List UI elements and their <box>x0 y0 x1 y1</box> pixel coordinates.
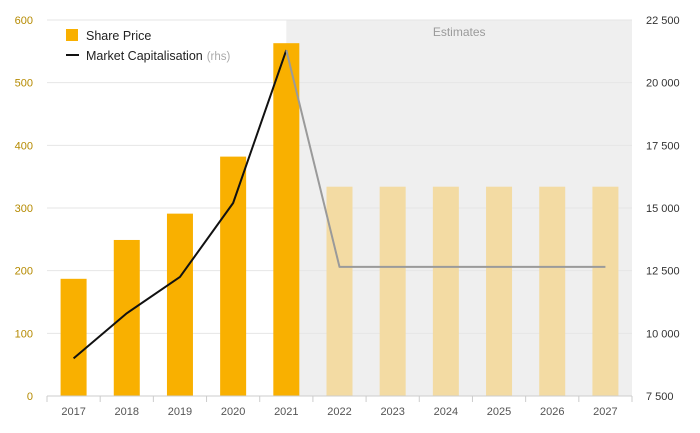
legend-market-cap-suffix: (rhs) <box>207 51 231 63</box>
y-axis-right: 7 500 10 000 12 500 15 000 17 500 20 000 22 50… <box>646 15 680 403</box>
bar-share-price-2018 <box>113 239 140 396</box>
x-tick-label-2019: 2019 <box>168 406 192 418</box>
y-right-tick-label: 15 000 <box>646 203 680 215</box>
estimates-label: Estimates <box>433 25 486 39</box>
x-tick-label-2020: 2020 <box>221 406 245 418</box>
x-tick-label-2023: 2023 <box>380 406 404 418</box>
legend-label-market-cap: Market Capitalisation (rhs) <box>86 49 231 63</box>
bar-share-price-2024 <box>432 186 459 396</box>
y-right-tick-label: 12 500 <box>646 266 680 278</box>
x-tick-label-2024: 2024 <box>434 406 458 418</box>
bar-share-price-2025 <box>486 186 513 396</box>
line-market-cap-estimate <box>285 49 606 268</box>
legend: Share Price Market Capitalisation (rhs) <box>66 29 231 63</box>
line-market-cap-actual <box>72 49 288 360</box>
bar-share-price-2019 <box>166 213 193 396</box>
y-right-tick-label: 10 000 <box>646 328 680 340</box>
y-left-tick-label: 0 <box>27 391 33 403</box>
x-axis: 2017 2018 2019 2020 2021 2022 2023 2024 2025 2026… <box>46 395 633 418</box>
bar-share-price-2020 <box>220 156 247 396</box>
legend-market-cap-name: Market Capitalisation <box>86 49 203 63</box>
y-left-tick-label: 400 <box>15 140 33 152</box>
bar-share-price-2021 <box>273 43 300 396</box>
x-tick-label-2027: 2027 <box>593 406 617 418</box>
y-left-tick-label: 600 <box>15 15 33 27</box>
x-tick-label-2026: 2026 <box>540 406 564 418</box>
x-tick-label-2017: 2017 <box>61 406 85 418</box>
legend-label-share-price: Share Price <box>86 29 151 43</box>
bar-share-price-2026 <box>539 186 566 396</box>
y-left-tick-label: 200 <box>15 266 33 278</box>
bar-share-price-2027 <box>592 186 619 396</box>
y-left-tick-label: 100 <box>15 328 33 340</box>
x-tick-label-2025: 2025 <box>487 406 511 418</box>
y-left-tick-label: 500 <box>15 78 33 90</box>
market-cap-line <box>72 49 606 360</box>
bar-share-price-2022 <box>326 186 353 396</box>
x-tick-label-2022: 2022 <box>327 406 351 418</box>
bar-share-price-2023 <box>379 186 406 396</box>
x-tick-label-2021: 2021 <box>274 406 298 418</box>
y-left-tick-label: 300 <box>15 203 33 215</box>
bars <box>60 43 619 396</box>
x-tick-label-2018: 2018 <box>115 406 139 418</box>
y-axis-left: 0 100 200 300 400 500 600 <box>15 15 33 403</box>
y-right-tick-label: 20 000 <box>646 78 680 90</box>
bar-share-price-2017 <box>60 278 87 396</box>
legend-swatch-share-price <box>66 29 78 41</box>
y-right-tick-label: 17 500 <box>646 140 680 152</box>
y-right-tick-label: 7 500 <box>646 391 674 403</box>
y-right-tick-label: 22 500 <box>646 15 680 27</box>
